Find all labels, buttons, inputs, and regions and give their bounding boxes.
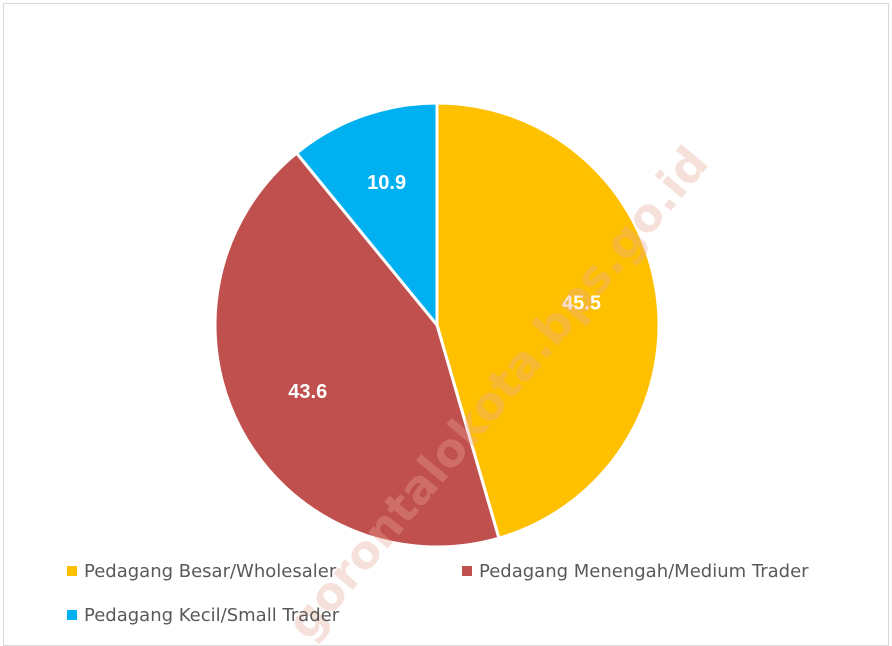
pie-slice <box>213 150 501 549</box>
legend-label: Pedagang Besar/Wholesaler <box>84 561 337 582</box>
legend-label: Pedagang Menengah/Medium Trader <box>479 561 809 582</box>
legend-marker <box>67 610 77 620</box>
data-label: 45.5 <box>562 293 601 315</box>
pie-slice <box>294 101 439 330</box>
data-label: 43.6 <box>288 381 327 403</box>
legend-marker <box>462 566 472 576</box>
legend-label: Pedagang Kecil/Small Trader <box>84 605 340 626</box>
data-label: 10.9 <box>367 172 406 194</box>
legend-marker <box>67 566 77 576</box>
pie-slice <box>435 101 661 541</box>
